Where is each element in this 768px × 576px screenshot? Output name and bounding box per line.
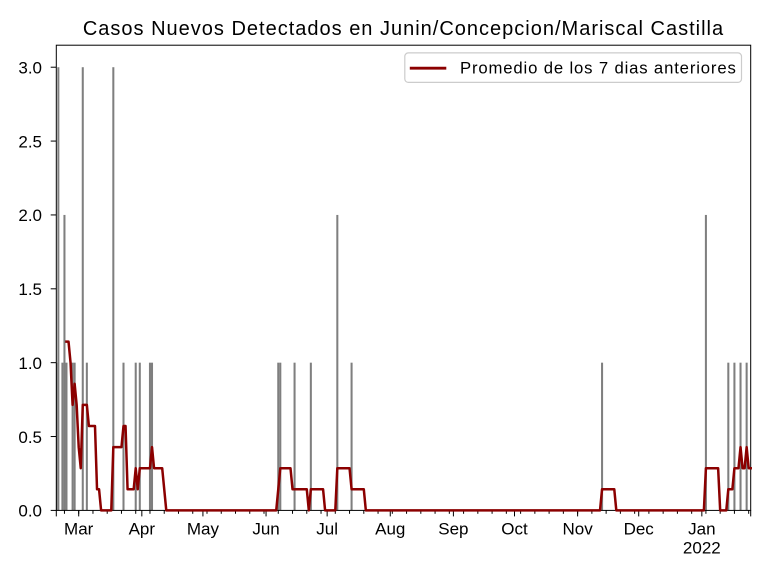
svg-text:Oct: Oct — [501, 519, 528, 538]
svg-text:May: May — [187, 519, 220, 538]
svg-text:0.0: 0.0 — [18, 502, 42, 521]
svg-text:Dec: Dec — [624, 519, 655, 538]
svg-text:Jan: Jan — [688, 519, 715, 538]
svg-text:1.0: 1.0 — [18, 354, 42, 373]
svg-text:Jul: Jul — [316, 519, 338, 538]
svg-text:Casos Nuevos Detectados en Jun: Casos Nuevos Detectados en Junin/Concepc… — [83, 18, 724, 40]
svg-text:2.0: 2.0 — [18, 206, 42, 225]
svg-text:Jun: Jun — [252, 519, 279, 538]
svg-text:2022: 2022 — [683, 539, 721, 558]
svg-text:Aug: Aug — [375, 519, 405, 538]
svg-text:Apr: Apr — [129, 519, 156, 538]
svg-text:Sep: Sep — [438, 519, 468, 538]
svg-text:0.5: 0.5 — [18, 428, 42, 447]
svg-text:2.5: 2.5 — [18, 132, 42, 151]
svg-text:Nov: Nov — [563, 519, 594, 538]
svg-text:3.0: 3.0 — [18, 59, 42, 78]
svg-text:1.5: 1.5 — [18, 280, 42, 299]
svg-text:Mar: Mar — [64, 519, 94, 538]
svg-text:Promedio de los 7 dias anterio: Promedio de los 7 dias anteriores — [460, 59, 737, 78]
